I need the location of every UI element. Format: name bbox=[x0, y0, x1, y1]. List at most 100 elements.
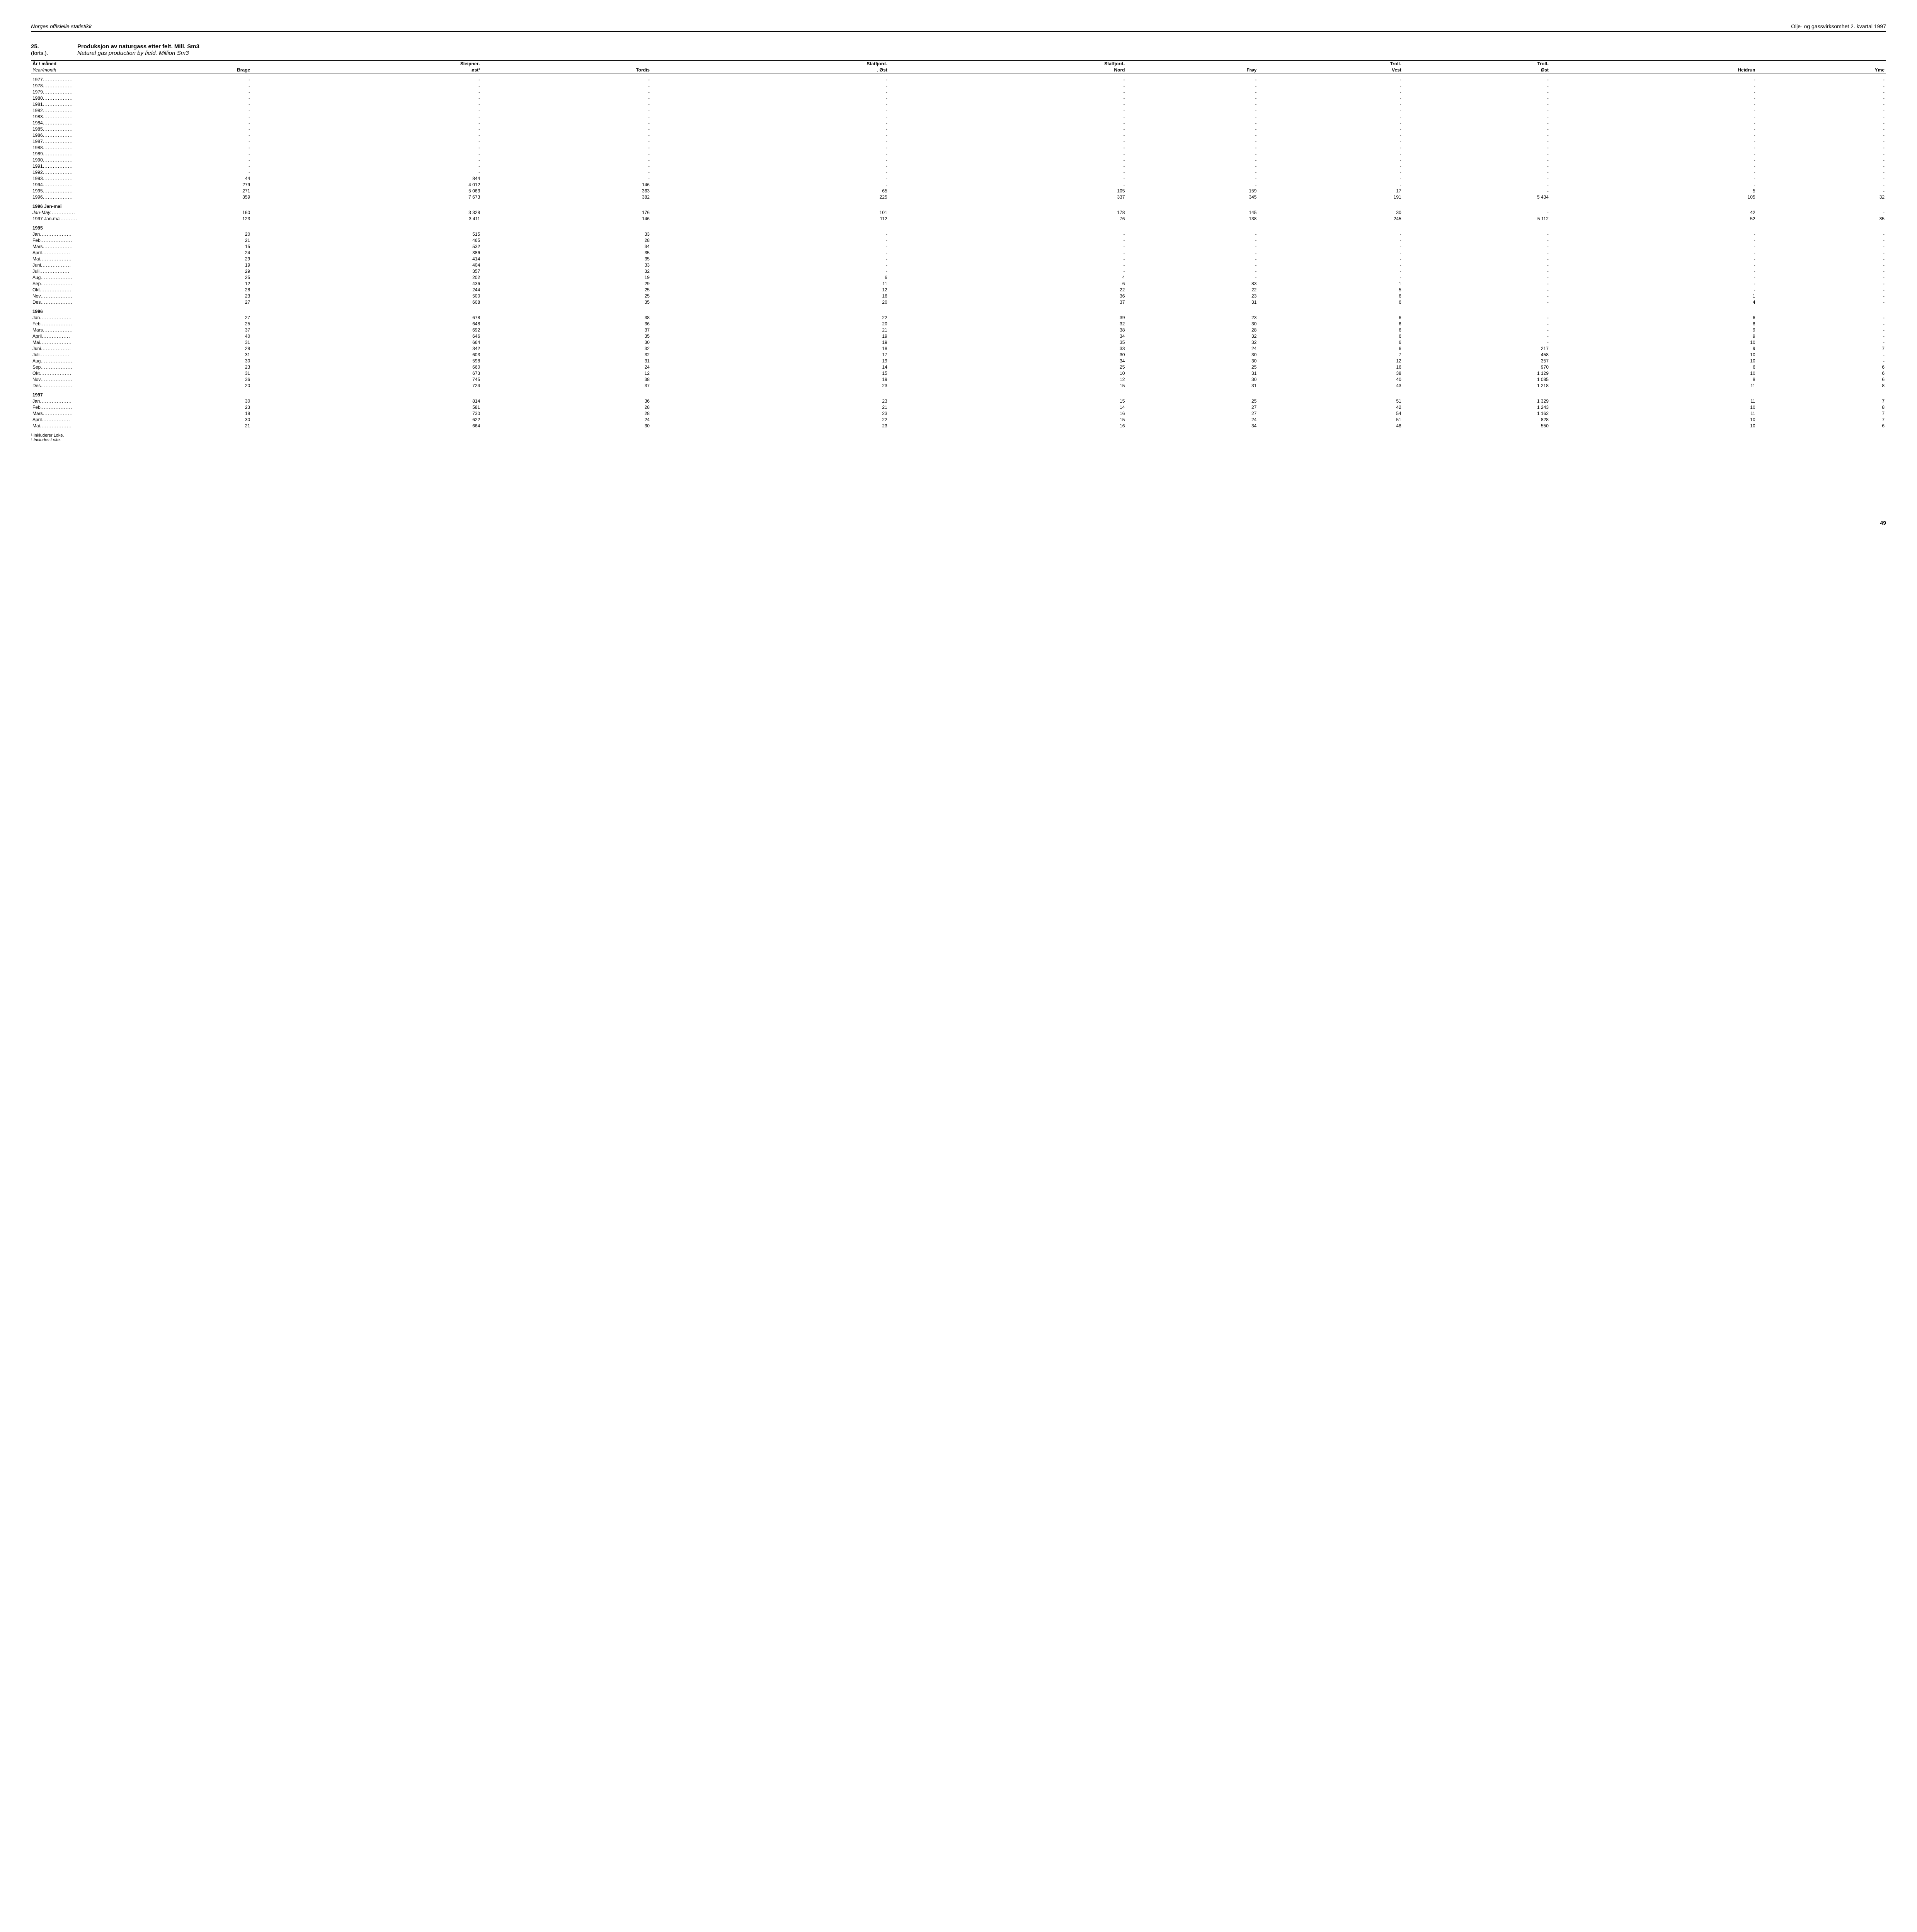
cell: - bbox=[89, 89, 252, 95]
cell: - bbox=[651, 77, 889, 83]
row-label: Aug................... bbox=[31, 358, 89, 364]
header-left: Norges offisielle statistikk bbox=[31, 23, 92, 29]
cell: - bbox=[89, 132, 252, 138]
row-label: 1981.................. bbox=[31, 101, 89, 107]
col-header: Troll- bbox=[1403, 61, 1550, 67]
cell: 970 bbox=[1403, 364, 1550, 370]
table-row: 1991..................---------- bbox=[31, 163, 1886, 169]
cell: - bbox=[1757, 114, 1886, 120]
cell: 19 bbox=[651, 358, 889, 364]
cell: 18 bbox=[89, 410, 252, 417]
cell: - bbox=[651, 243, 889, 250]
cell: 5 434 bbox=[1403, 194, 1550, 200]
table-row: 1977..................---------- bbox=[31, 77, 1886, 83]
table-row: 1978..................---------- bbox=[31, 83, 1886, 89]
cell: - bbox=[1258, 262, 1403, 268]
footnotes: ¹ Inkluderer Loke. ¹ Includes Loke. bbox=[31, 433, 1886, 442]
cell: 6 bbox=[1550, 315, 1757, 321]
cell: - bbox=[1403, 120, 1550, 126]
cell: 8 bbox=[1550, 376, 1757, 383]
cell: 19 bbox=[482, 274, 651, 281]
cell: 9 bbox=[1550, 327, 1757, 333]
cell: 30 bbox=[889, 352, 1127, 358]
cell: - bbox=[1258, 175, 1403, 182]
cell: 12 bbox=[1258, 358, 1403, 364]
cell: - bbox=[1258, 95, 1403, 101]
cell: - bbox=[1403, 95, 1550, 101]
cell: 382 bbox=[482, 194, 651, 200]
cell: 21 bbox=[89, 237, 252, 243]
cell: 38 bbox=[482, 376, 651, 383]
cell: 36 bbox=[482, 398, 651, 404]
cell: 19 bbox=[651, 376, 889, 383]
cell: - bbox=[1258, 268, 1403, 274]
cell: 24 bbox=[482, 364, 651, 370]
cell: - bbox=[651, 151, 889, 157]
cell: - bbox=[1550, 281, 1757, 287]
cell: - bbox=[889, 101, 1127, 107]
cell: 745 bbox=[252, 376, 482, 383]
cell: - bbox=[1550, 83, 1757, 89]
cell: 550 bbox=[1403, 423, 1550, 429]
cell: 6 bbox=[1258, 299, 1403, 305]
cell: - bbox=[1550, 243, 1757, 250]
cell: - bbox=[651, 175, 889, 182]
cell: - bbox=[889, 262, 1127, 268]
cell: 32 bbox=[1126, 339, 1258, 345]
cell: - bbox=[651, 237, 889, 243]
col-header bbox=[1550, 61, 1757, 67]
cell: 363 bbox=[482, 188, 651, 194]
page-number: 49 bbox=[31, 520, 1886, 526]
cell: - bbox=[1550, 114, 1757, 120]
table-row: 1989..................---------- bbox=[31, 151, 1886, 157]
cell: 35 bbox=[482, 299, 651, 305]
cell: - bbox=[889, 163, 1127, 169]
cell: 7 bbox=[1757, 398, 1886, 404]
cell: - bbox=[482, 175, 651, 182]
table-row: Mars..................1873028231627541 1… bbox=[31, 410, 1886, 417]
cell: - bbox=[1757, 126, 1886, 132]
cell: - bbox=[1757, 299, 1886, 305]
cell: - bbox=[651, 114, 889, 120]
cell: 6 bbox=[1258, 315, 1403, 321]
cell: 16 bbox=[1258, 364, 1403, 370]
section-header: 1995 bbox=[31, 225, 1886, 231]
table-row: Okt...................28244251222225--- bbox=[31, 287, 1886, 293]
cell: - bbox=[1403, 114, 1550, 120]
cell: 18 bbox=[651, 345, 889, 352]
cell: 1 243 bbox=[1403, 404, 1550, 410]
title-continued: (forts.). bbox=[31, 50, 54, 56]
cell: 178 bbox=[889, 209, 1127, 216]
cell: - bbox=[889, 77, 1127, 83]
table-row: 1997 Jan-mai..........1233 4111461127613… bbox=[31, 216, 1886, 222]
row-label: Juli.................. bbox=[31, 268, 89, 274]
cell: - bbox=[1757, 95, 1886, 101]
cell: 15 bbox=[651, 370, 889, 376]
cell: - bbox=[1126, 120, 1258, 126]
cell: - bbox=[889, 182, 1127, 188]
cell: - bbox=[889, 138, 1127, 145]
row-label: 1991.................. bbox=[31, 163, 89, 169]
cell: 1 329 bbox=[1403, 398, 1550, 404]
cell: - bbox=[1757, 120, 1886, 126]
row-label: Mai................... bbox=[31, 339, 89, 345]
cell: 159 bbox=[1126, 188, 1258, 194]
cell: - bbox=[89, 95, 252, 101]
cell: 22 bbox=[889, 287, 1127, 293]
cell: 36 bbox=[889, 293, 1127, 299]
cell: - bbox=[1550, 256, 1757, 262]
cell: 33 bbox=[889, 345, 1127, 352]
cell: 244 bbox=[252, 287, 482, 293]
cell: 23 bbox=[1126, 293, 1258, 299]
cell: - bbox=[89, 157, 252, 163]
row-label: Mars.................. bbox=[31, 327, 89, 333]
cell: - bbox=[1403, 163, 1550, 169]
cell: - bbox=[1258, 126, 1403, 132]
cell: - bbox=[1403, 339, 1550, 345]
cell: 414 bbox=[252, 256, 482, 262]
table-row: Feb...................2358128211427421 2… bbox=[31, 404, 1886, 410]
cell: - bbox=[651, 157, 889, 163]
cell: 138 bbox=[1126, 216, 1258, 222]
cell: - bbox=[1126, 182, 1258, 188]
row-label: 1988.................. bbox=[31, 145, 89, 151]
